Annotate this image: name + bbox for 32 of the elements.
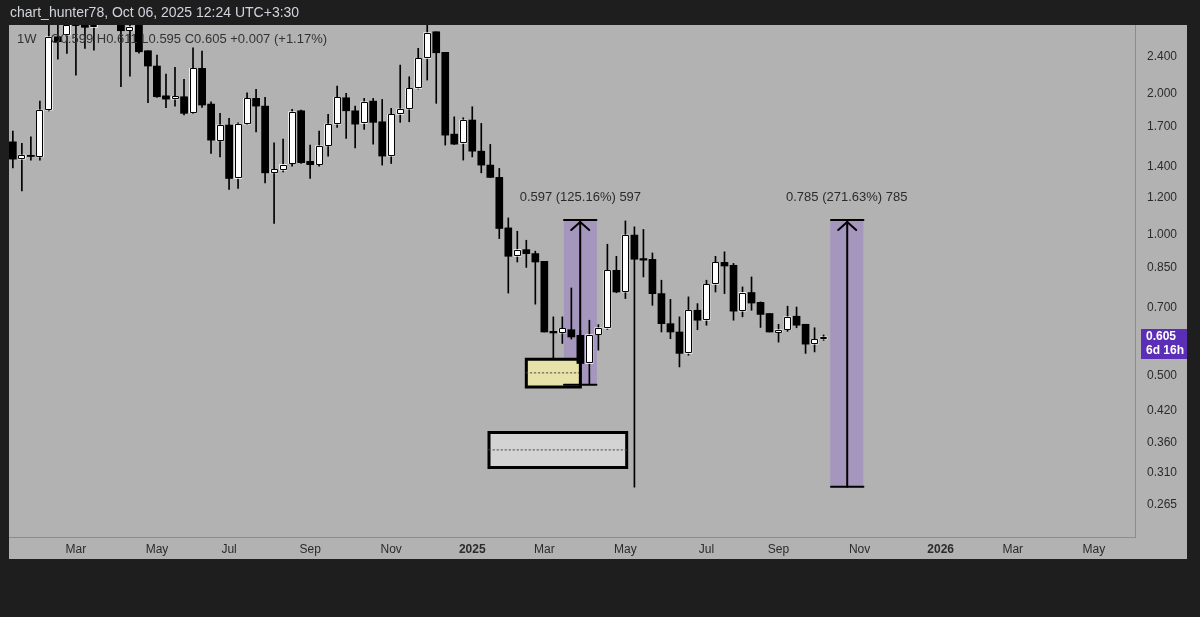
y-tick-label: 0.310: [1147, 465, 1178, 480]
x-tick-label: Nov: [848, 541, 871, 556]
y-tick-label: 1.200: [1147, 190, 1178, 205]
y-tick-label: 0.265: [1147, 496, 1178, 511]
text: 0.605 6d 16h: [1146, 329, 1185, 358]
x-tick-label: Sep: [299, 541, 322, 556]
x-tick-label: Mar: [65, 541, 87, 556]
x-tick-label: Jul: [698, 541, 715, 556]
x-tick-label: Jul: [221, 541, 237, 556]
y-tick-label: 0.850: [1147, 260, 1178, 275]
x-tick-label: 2025: [458, 541, 486, 556]
x-tick-label: Sep: [767, 541, 790, 556]
text: 1W: [17, 31, 37, 46]
y-tick-label: 1.400: [1147, 158, 1178, 173]
annotation: 0.597 (125.16%) 597: [519, 188, 642, 204]
y-tick-label: 1.000: [1147, 227, 1178, 242]
annotation: 0.785 (271.63%) 785: [786, 188, 908, 204]
x-tick-label: May: [1082, 541, 1106, 556]
text: chart_hunter78, Oct 06, 2025 12:24 UTC+3:30: [10, 4, 300, 20]
y-tick-label: 2.000: [1147, 86, 1178, 101]
y-tick-label: 0.420: [1147, 403, 1178, 418]
x-tick-label: May: [614, 541, 637, 556]
y-tick-label: 1.700: [1147, 119, 1178, 134]
x-tick-label: Mar: [534, 541, 555, 556]
x-tick-label: Nov: [380, 541, 402, 556]
x-tick-label: 2026: [927, 541, 955, 556]
x-tick-label: Mar: [1002, 541, 1024, 556]
y-tick-label: 2.400: [1147, 49, 1178, 64]
x-tick-label: May: [145, 541, 169, 556]
y-tick-label: 0.360: [1147, 434, 1178, 449]
y-tick-label: 0.500: [1147, 368, 1178, 382]
y-tick-label: 0.700: [1147, 299, 1178, 314]
